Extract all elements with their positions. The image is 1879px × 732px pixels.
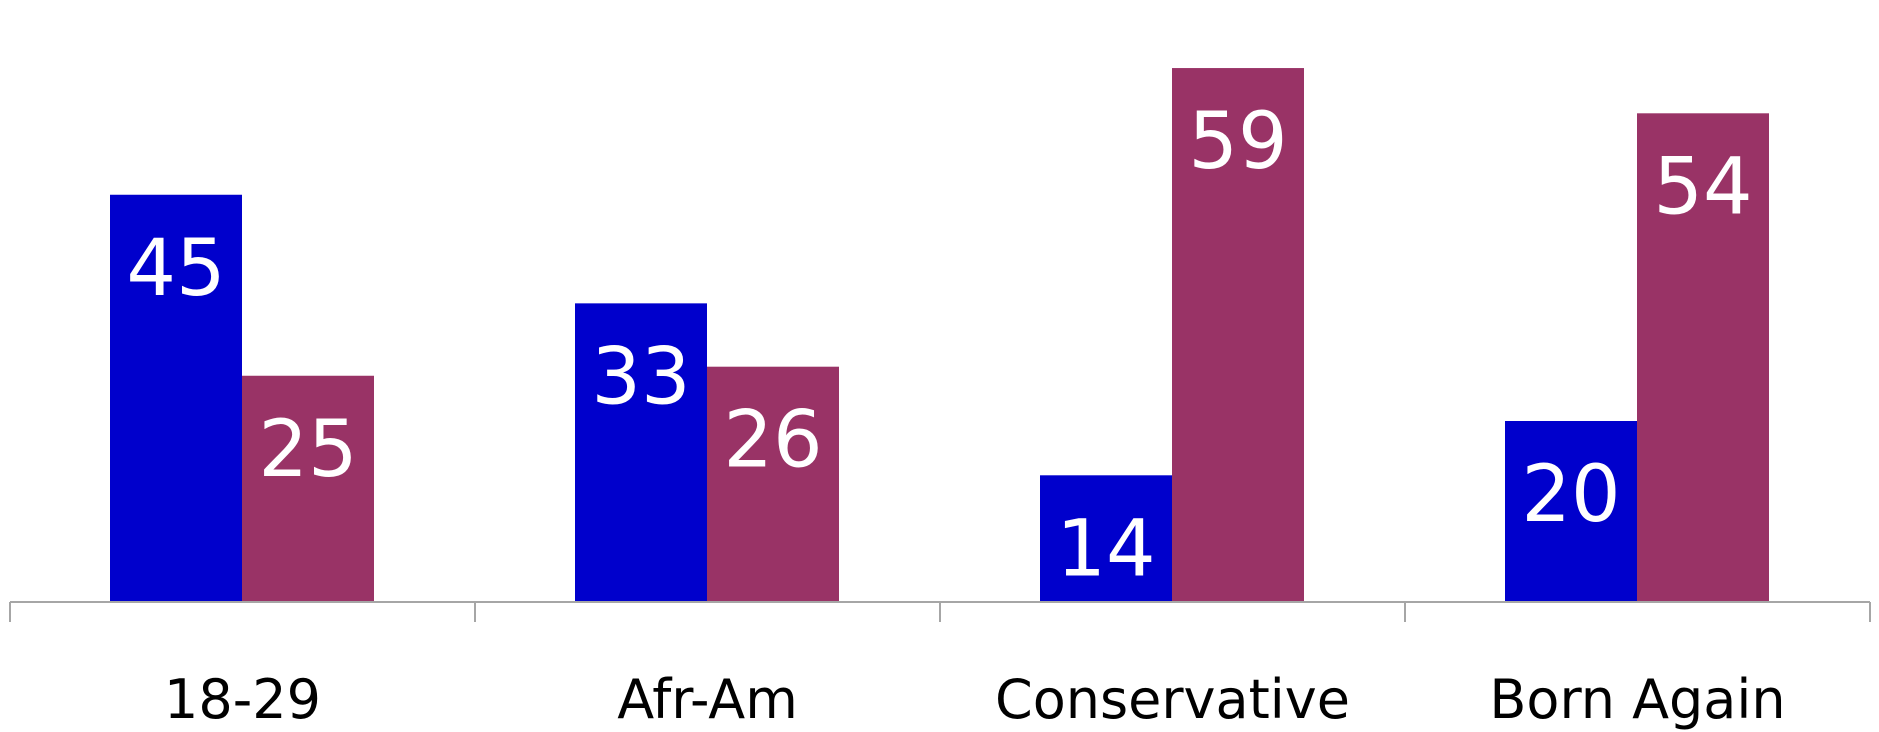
bar xyxy=(1637,113,1769,603)
bar-value-label: 59 xyxy=(1188,97,1287,187)
category-label: Afr-Am xyxy=(617,668,798,731)
bar xyxy=(1172,68,1304,603)
category-label: 18-29 xyxy=(164,668,321,731)
bar-value-label: 14 xyxy=(1056,504,1155,594)
bars-layer xyxy=(110,68,1769,603)
category-labels-layer: 18-29 Afr-Am Conservative Born Again xyxy=(164,668,1786,731)
bar-value-label: 26 xyxy=(723,396,822,486)
category-label: Conservative xyxy=(995,668,1350,731)
category-label: Born Again xyxy=(1489,668,1785,731)
bar-value-label: 45 xyxy=(126,224,225,314)
bar-value-label: 20 xyxy=(1521,450,1620,540)
x-axis-ticks xyxy=(9,602,1871,622)
bar-value-label: 54 xyxy=(1653,142,1752,232)
bar xyxy=(575,303,707,602)
bar xyxy=(1040,475,1172,602)
bar xyxy=(242,375,374,602)
bar xyxy=(707,366,839,602)
bar xyxy=(110,194,242,602)
bar xyxy=(1505,421,1637,602)
value-labels-layer: 45 25 33 26 14 59 20 54 xyxy=(126,97,1752,594)
bar-value-label: 33 xyxy=(591,332,690,422)
bar-value-label: 25 xyxy=(258,405,357,495)
